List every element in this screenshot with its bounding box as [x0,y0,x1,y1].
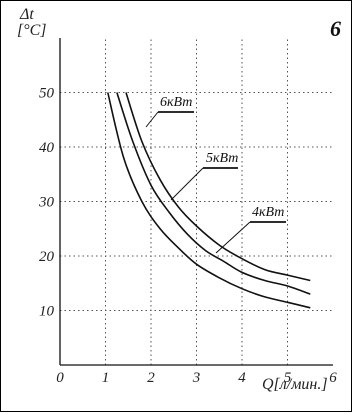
grid [60,38,333,365]
series-line-4kw [107,92,311,309]
y-tick-label: 30 [38,195,55,211]
y-tick-labels: 10 20 30 40 50 [38,86,55,320]
x-tick-label: 3 [192,370,201,386]
x-tick-label: 1 [102,370,110,386]
x-tick-labels: 0 1 2 3 4 5 6 [56,370,337,386]
panel-number: 6 [330,16,341,41]
series-label-5kw-group: 5кВт [170,151,238,201]
y-axis-title-unit: [°C] [17,22,47,39]
x-tick-label: 4 [238,370,246,386]
y-tick-label: 10 [39,304,55,320]
series-line-5kw [116,92,311,295]
series-5kw-leader [170,167,204,201]
x-tick-label: 0 [56,370,64,386]
x-tick-label: 6 [329,370,337,386]
x-axis-title: Q[л/мин.] [262,376,328,393]
series-lines [107,92,311,309]
series-label-5kw: 5кВт [206,151,238,166]
x-tick-label: 2 [147,370,155,386]
series-6kw-leader [145,111,159,128]
y-axis-title-delta-t: Δt [19,6,34,23]
y-tick-label: 40 [39,140,55,156]
series-line-6kw [125,92,311,282]
series-label-6kw-group: 6кВт [145,95,194,128]
x-tick-label: 5 [284,370,292,386]
series-label-4kw: 4кВт [252,205,284,220]
series-label-6kw: 6кВт [160,95,192,110]
axes [59,38,333,366]
y-tick-label: 20 [39,249,55,265]
series-4kw-leader [215,221,251,254]
y-tick-label: 50 [39,86,55,102]
series-label-4kw-group: 4кВт [215,205,286,254]
